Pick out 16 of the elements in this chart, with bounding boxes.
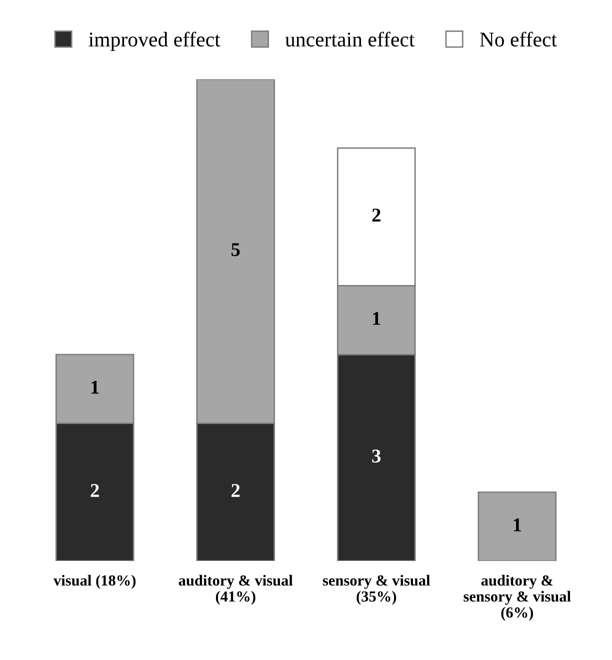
x-tick-label: sensory & visual (35%) [322, 574, 430, 605]
legend-label: improved effect [88, 32, 220, 51]
legend-label: No effect [480, 32, 557, 47]
x-tick-label: visual (18%) [53, 574, 136, 589]
bar [478, 491, 557, 561]
data-label: 2 [232, 484, 240, 497]
x-tick-label: auditory & sensory & visual (6%) [464, 574, 571, 621]
data-label: 3 [372, 450, 381, 463]
data-label: 1 [373, 312, 380, 325]
data-label: 1 [514, 518, 521, 532]
x-tick-label: auditory & visual (41%) [178, 574, 293, 605]
data-label: 2 [372, 208, 380, 222]
legend-label: uncertain effect [285, 32, 415, 47]
data-label: 2 [90, 484, 99, 497]
data-label: 5 [232, 243, 240, 256]
data-label: 1 [92, 380, 99, 394]
